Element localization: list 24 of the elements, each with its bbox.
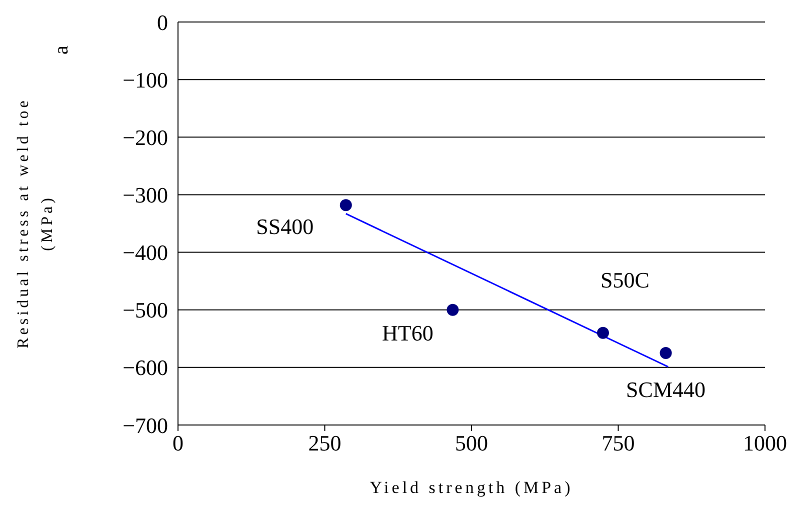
y-tick-label: −500 xyxy=(122,298,168,323)
y-tick-label: −700 xyxy=(122,412,168,438)
annotation: SS400 xyxy=(256,214,314,239)
x-tick-label: 1000 xyxy=(743,430,787,456)
y-tick-label: 0 xyxy=(157,10,168,35)
y-tick-label: −200 xyxy=(122,124,168,150)
point xyxy=(340,199,352,212)
annotation: S50C xyxy=(600,268,650,293)
y-tick-label: −400 xyxy=(122,240,168,266)
x-axis-title: Yield strength (MPa) xyxy=(368,478,574,498)
y-tick-label: −100 xyxy=(122,67,168,92)
x-tick-label: 500 xyxy=(455,430,488,456)
y-tick-label: −300 xyxy=(122,182,168,208)
y-tick-label: −600 xyxy=(122,355,168,380)
x-tick-label: 750 xyxy=(602,430,635,456)
text: a xyxy=(50,46,74,54)
x-tick-label: 250 xyxy=(308,430,342,456)
point xyxy=(660,347,672,360)
point xyxy=(596,326,609,339)
y-axis-title: Residual stress at weld toe (MPa) xyxy=(14,98,57,348)
annotation: SCM440 xyxy=(626,376,706,402)
x-tick-label: 0 xyxy=(172,430,184,456)
point xyxy=(446,304,459,316)
annotation: HT60 xyxy=(382,320,434,346)
